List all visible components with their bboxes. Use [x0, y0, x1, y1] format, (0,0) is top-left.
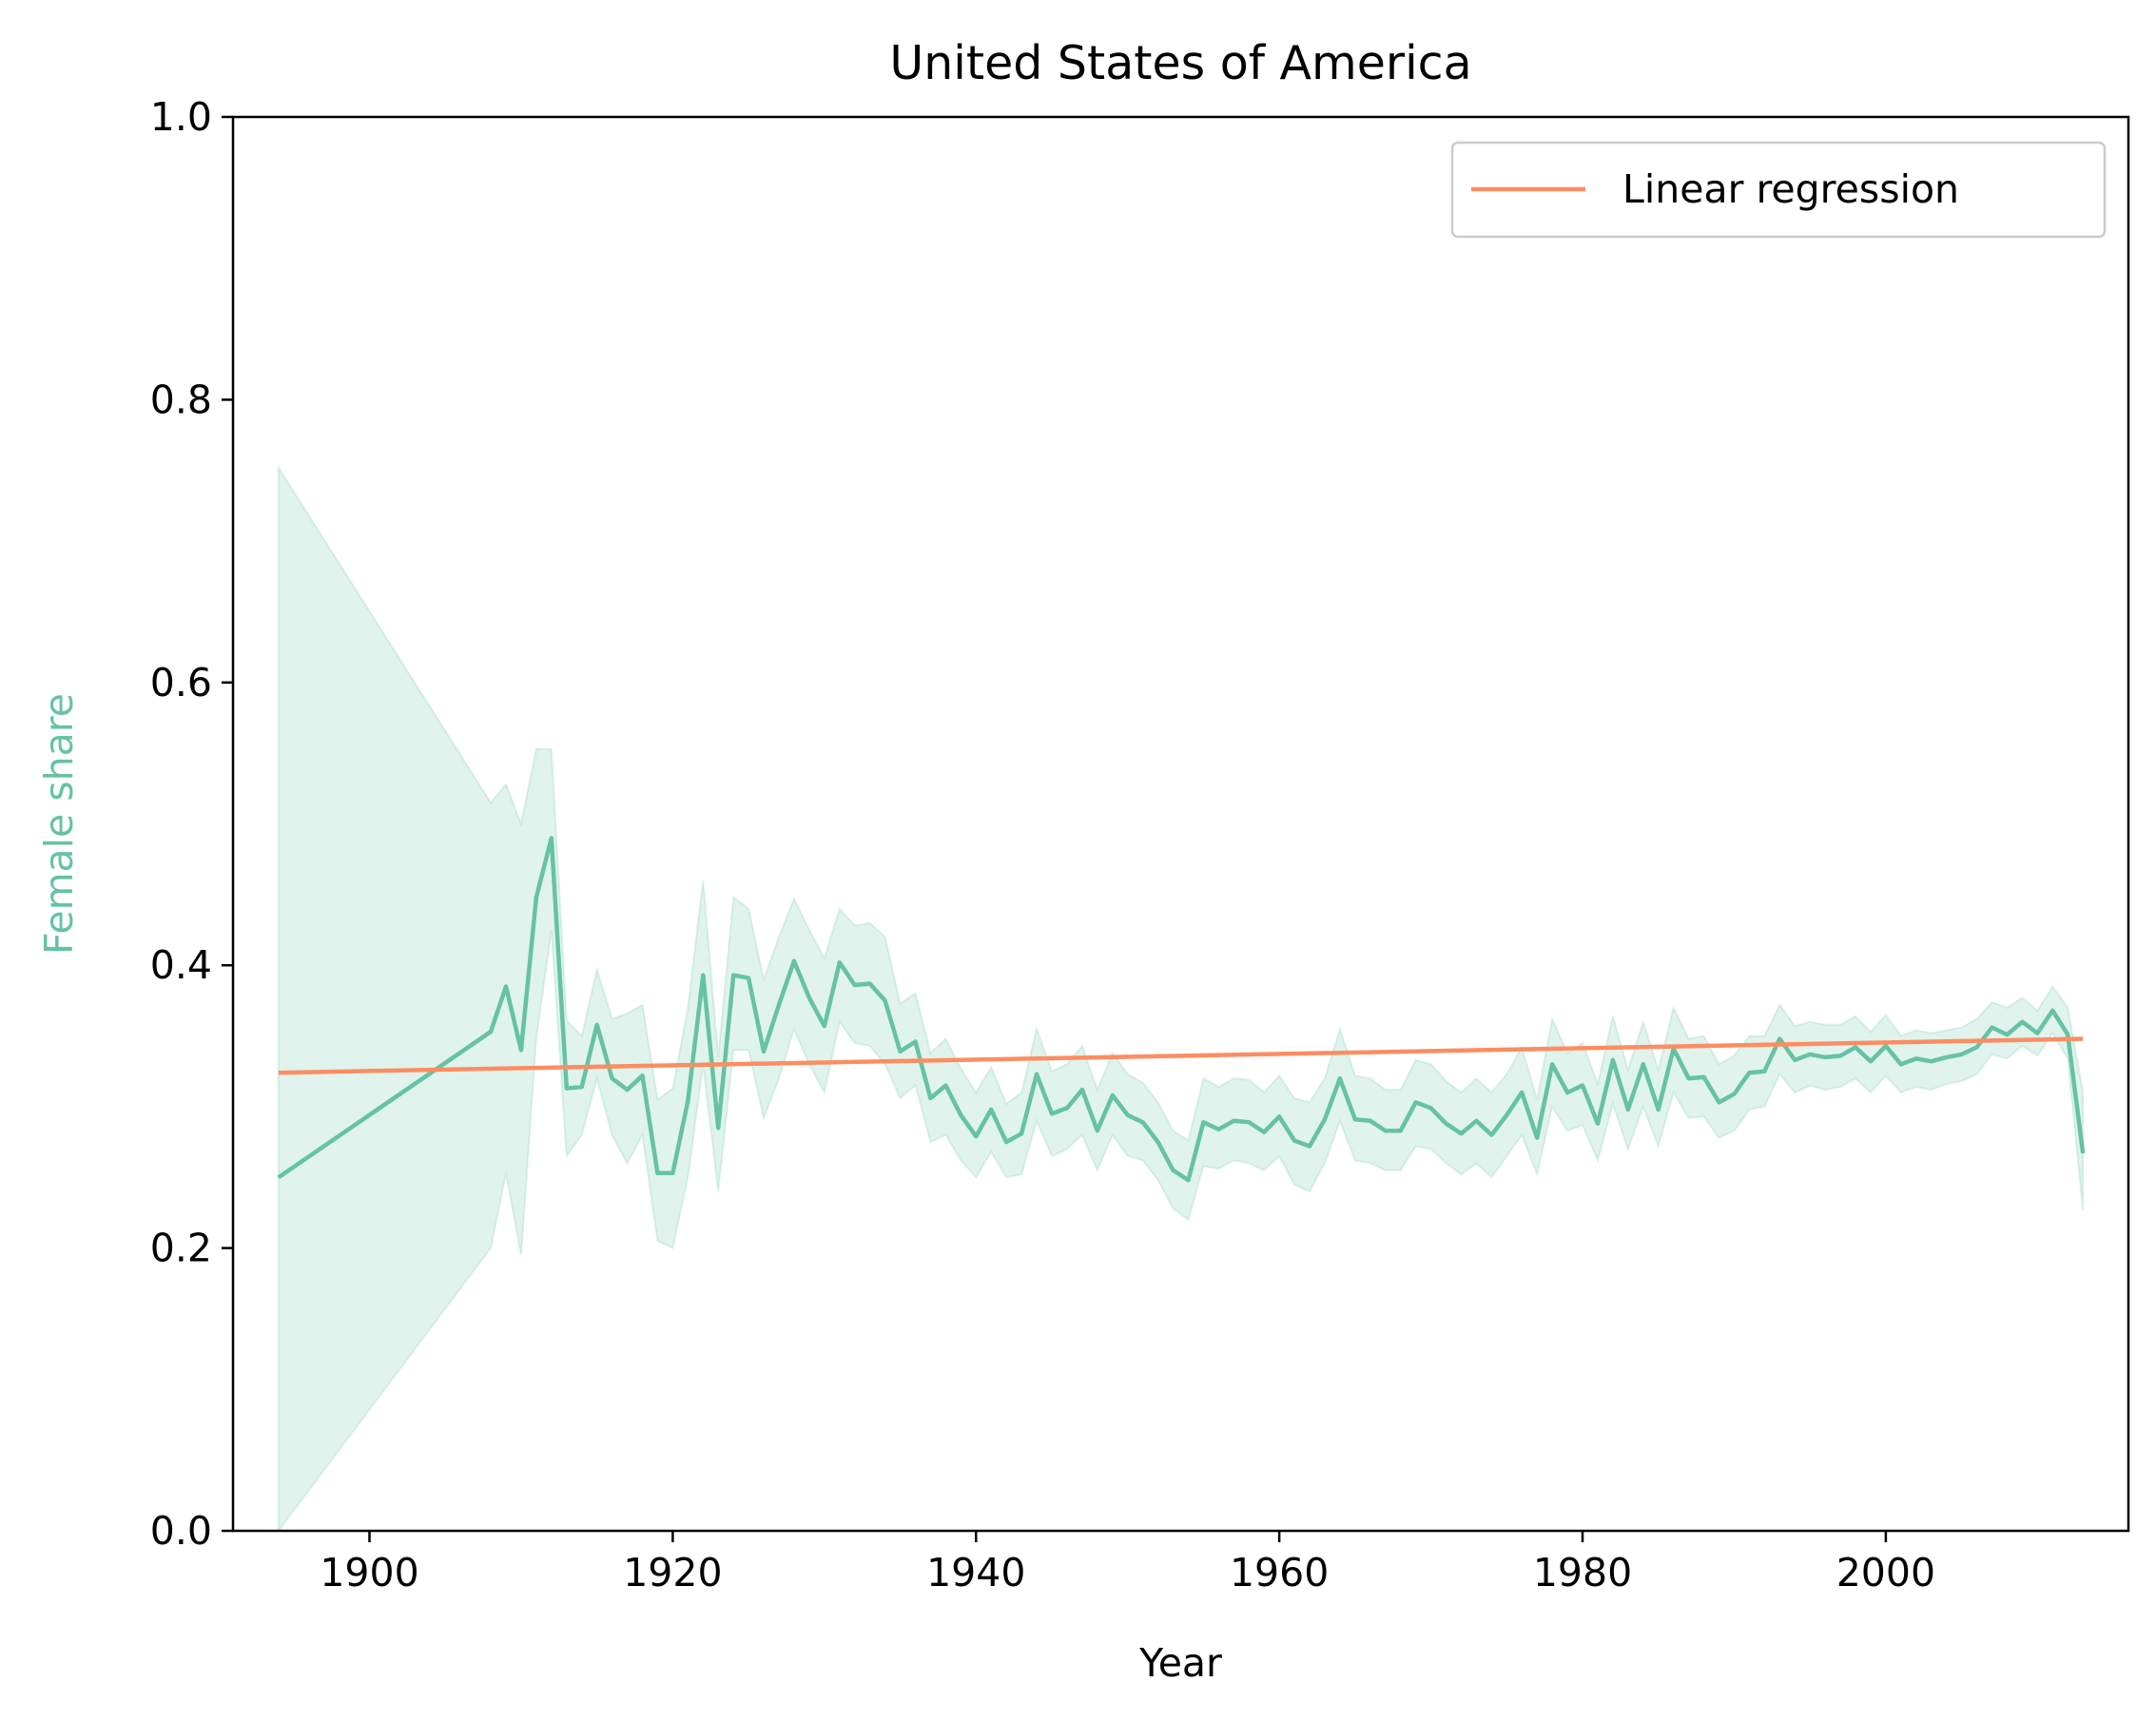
x-axis-label: Year	[1138, 1640, 1222, 1686]
y-axis-label: Female share	[36, 693, 82, 955]
series-line-female-share	[277, 836, 2086, 1183]
regression-line	[278, 1036, 2084, 1075]
x-tick-label: 1960	[1230, 1550, 1329, 1595]
x-tick-label: 1900	[320, 1550, 418, 1595]
plot-area	[277, 464, 2086, 1534]
confidence-band	[277, 464, 2085, 1534]
legend-box	[1450, 141, 2107, 239]
x-tick-label: 1980	[1533, 1550, 1632, 1595]
x-tick-label: 2000	[1836, 1550, 1935, 1595]
axis-ticks: 1900 1920 1940 1960 1980 2000 0.0 0.2 0.4 0.6 0.8 1…	[150, 94, 1935, 1595]
y-tick-label: 0.2	[150, 1226, 212, 1271]
legend: Linear regression	[1450, 141, 2107, 239]
y-tick-label: 0.0	[150, 1508, 212, 1554]
legend-label-linear-regression: Linear regression	[1622, 166, 1959, 212]
y-tick-label: 0.4	[150, 942, 212, 988]
y-tick-label: 0.8	[150, 377, 212, 422]
chart-title: United States of America	[889, 36, 1471, 90]
x-tick-label: 1940	[926, 1550, 1025, 1595]
x-tick-label: 1920	[623, 1550, 722, 1595]
y-tick-label: 1.0	[150, 94, 212, 140]
y-tick-label: 0.6	[150, 660, 212, 706]
axes-frame	[231, 115, 2130, 1533]
